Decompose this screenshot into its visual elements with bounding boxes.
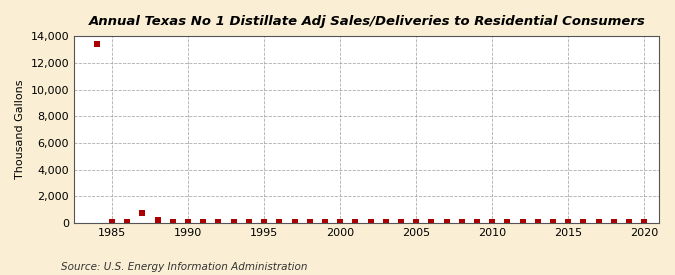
Title: Annual Texas No 1 Distillate Adj Sales/Deliveries to Residential Consumers: Annual Texas No 1 Distillate Adj Sales/D… — [88, 15, 645, 28]
Text: Source: U.S. Energy Information Administration: Source: U.S. Energy Information Administ… — [61, 262, 307, 272]
Y-axis label: Thousand Gallons: Thousand Gallons — [15, 80, 25, 179]
